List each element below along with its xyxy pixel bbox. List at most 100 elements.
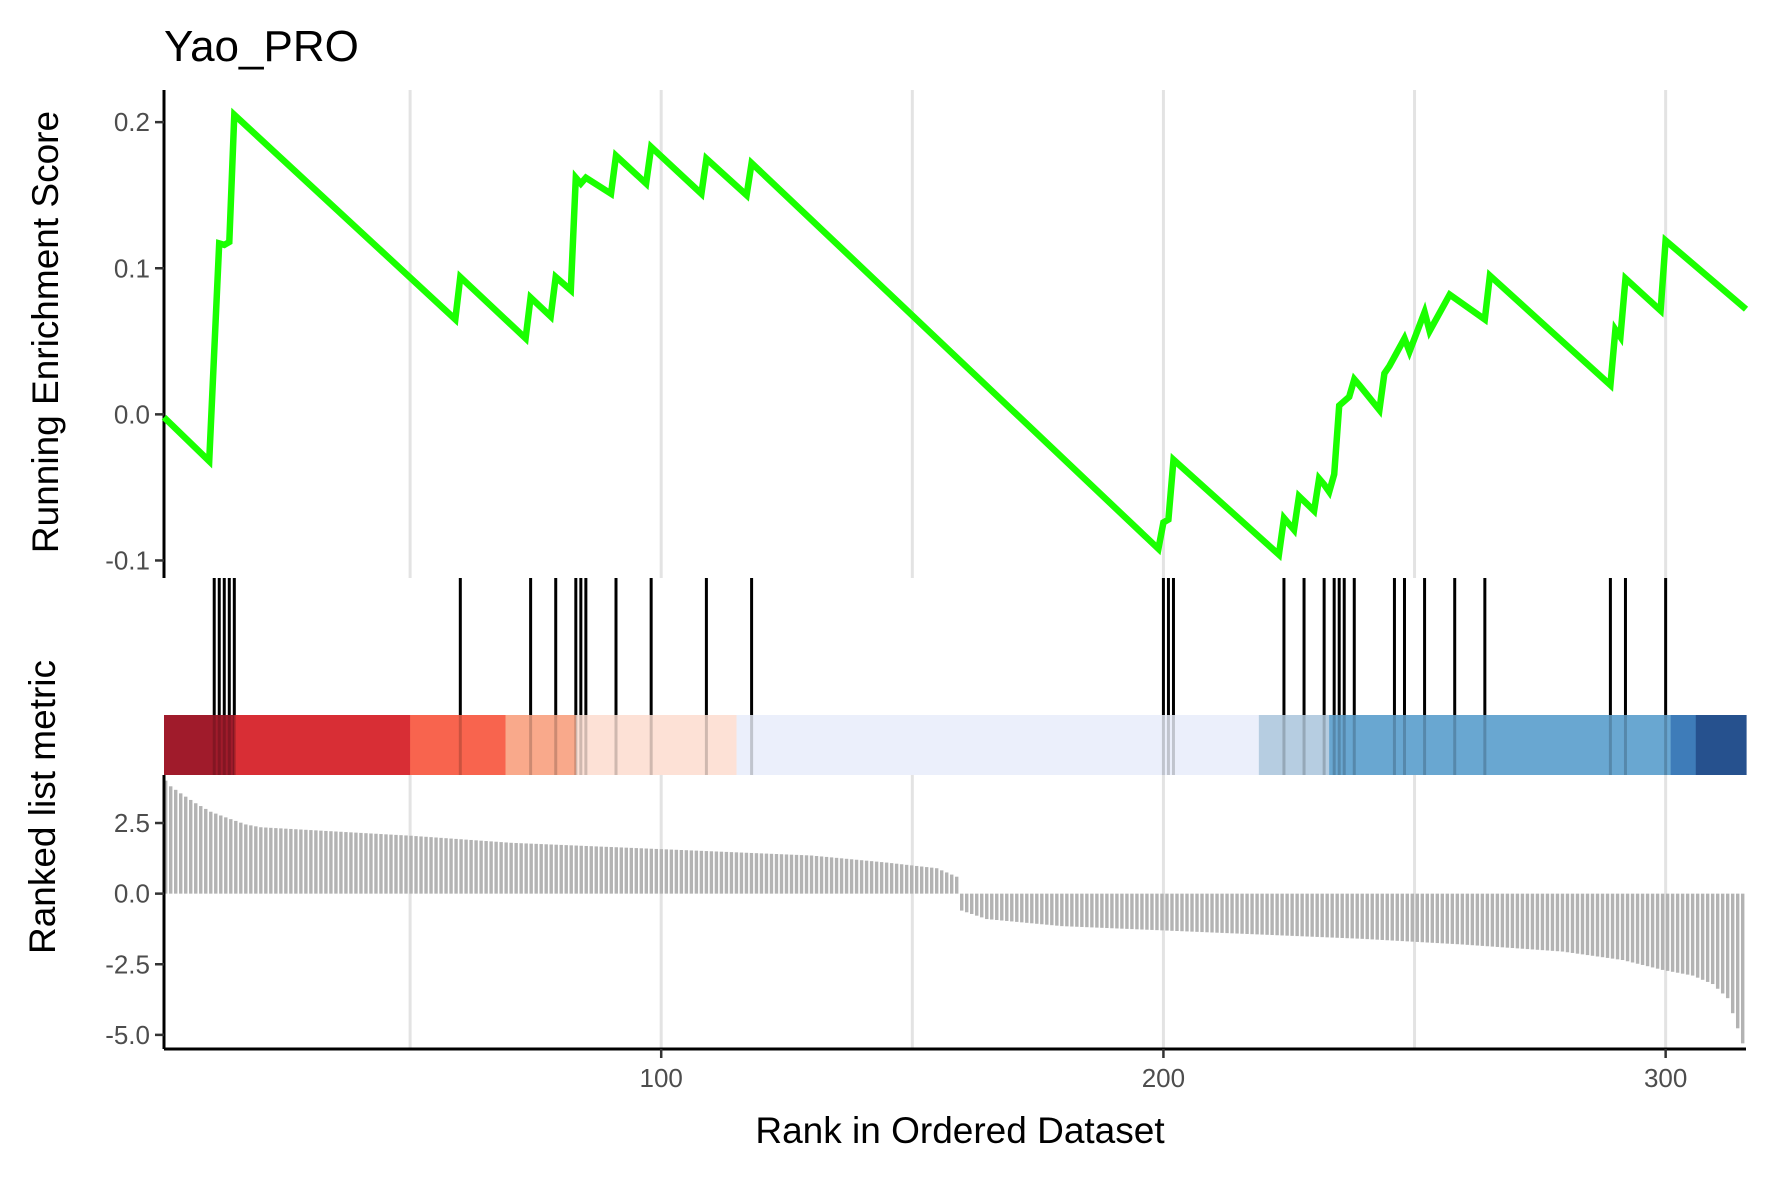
- metric-bar: [1205, 893, 1209, 933]
- metric-bar: [1340, 893, 1344, 938]
- metric-bar: [1245, 893, 1249, 934]
- metric-bar: [749, 852, 754, 894]
- metric-bar: [769, 853, 774, 894]
- metric-bar: [1545, 893, 1550, 951]
- metric-bar: [1615, 893, 1620, 960]
- metric-bar: [1380, 893, 1384, 940]
- metric-bar: [990, 893, 994, 920]
- metric-bar: [1550, 893, 1555, 951]
- color-bar-segment: [234, 715, 411, 775]
- metric-bar: [449, 838, 453, 894]
- metric-bar: [509, 842, 513, 894]
- metric-bar: [444, 838, 448, 894]
- score-y-tick-label: -0.1: [105, 545, 150, 575]
- metric-bar: [764, 853, 769, 894]
- metric-bar: [1565, 893, 1570, 953]
- metric-bar: [839, 858, 844, 894]
- color-bar-segment: [736, 715, 1260, 775]
- color-bar-segment: [1695, 715, 1747, 775]
- metric-bar: [1630, 893, 1635, 963]
- metric-bar: [259, 827, 263, 894]
- metric-bar: [304, 829, 308, 894]
- metric-bar: [844, 858, 849, 894]
- color-bar-segment: [575, 715, 738, 775]
- metric-bar: [1000, 893, 1004, 921]
- metric-bar: [854, 859, 859, 894]
- metric-bar: [1130, 893, 1134, 930]
- metric-bar: [1100, 893, 1104, 928]
- metric-bar: [1710, 893, 1715, 985]
- color-bar-segment: [1670, 715, 1697, 775]
- metric-bar: [1625, 893, 1630, 962]
- metric-bar: [1025, 893, 1029, 923]
- metric-bar: [699, 850, 704, 894]
- metric-bar: [1400, 893, 1404, 942]
- metric-bar: [219, 815, 223, 894]
- metric-bar: [374, 833, 378, 894]
- metric-bar: [919, 866, 924, 894]
- metric-bar: [834, 857, 839, 894]
- metric-bar: [1510, 893, 1515, 949]
- metric-bar: [639, 848, 644, 894]
- x-axis: 100 200 300: [164, 1047, 1746, 1093]
- metric-bar: [1585, 893, 1590, 956]
- metric-bar: [1495, 893, 1500, 947]
- metric-bar: [359, 832, 363, 894]
- metric-bar: [1430, 893, 1435, 943]
- metric-bar: [289, 828, 293, 894]
- metric-bar: [1030, 893, 1034, 924]
- metric-bar: [459, 839, 463, 894]
- metric-bar: [284, 828, 288, 894]
- metric-bar: [679, 850, 684, 894]
- metric-bar: [709, 851, 714, 894]
- metric-bar: [754, 853, 759, 894]
- metric-bar: [1500, 893, 1505, 948]
- metric-bar: [1370, 893, 1374, 940]
- metric-bar: [404, 835, 408, 894]
- metric-bar: [1485, 893, 1490, 947]
- metric-bar: [1180, 893, 1184, 932]
- metric-bar: [1535, 893, 1540, 950]
- metric-bar: [1675, 893, 1680, 973]
- metric-bar: [249, 825, 253, 894]
- score-y-tick-label: 0.0: [114, 399, 150, 429]
- metric-bar: [209, 811, 213, 894]
- metric-bar: [884, 862, 889, 894]
- color-bar-segment: [1329, 715, 1672, 775]
- metric-bar: [439, 837, 443, 894]
- metric-bar: [1315, 893, 1319, 937]
- metric-bar: [1105, 893, 1109, 929]
- metric-bar: [1530, 893, 1535, 950]
- metric-bar: [369, 833, 373, 894]
- metric-bar: [960, 893, 964, 911]
- metric-bar: [199, 806, 203, 894]
- metric-bar: [1460, 893, 1465, 945]
- metric-bar: [859, 860, 864, 894]
- metric-bar: [1665, 893, 1670, 971]
- metric-bar: [494, 841, 498, 894]
- metric-bar: [1720, 893, 1725, 994]
- metric-bar: [1335, 893, 1339, 938]
- metric-bar: [1410, 893, 1414, 942]
- metric-bar: [464, 839, 468, 894]
- metric-bar: [1345, 893, 1349, 939]
- metric-bar: [879, 862, 884, 894]
- metric-bar: [589, 846, 593, 894]
- metric-bar: [194, 803, 198, 894]
- metric-bar: [539, 844, 543, 894]
- hit-ticks: [212, 578, 1668, 715]
- metric-bar: [1365, 893, 1369, 940]
- metric-bar: [1620, 893, 1625, 961]
- metric-bar: [744, 852, 749, 894]
- metric-bar: [204, 808, 208, 894]
- metric-bar: [1235, 893, 1239, 934]
- metric-bar: [614, 847, 618, 894]
- metric-bar: [1250, 893, 1254, 935]
- metric-bar: [1610, 893, 1615, 959]
- metric-bar: [1525, 893, 1530, 950]
- metric-bar: [1645, 893, 1650, 967]
- metric-bar: [474, 840, 478, 894]
- metric-bar: [409, 835, 413, 894]
- metric-bar: [244, 824, 248, 894]
